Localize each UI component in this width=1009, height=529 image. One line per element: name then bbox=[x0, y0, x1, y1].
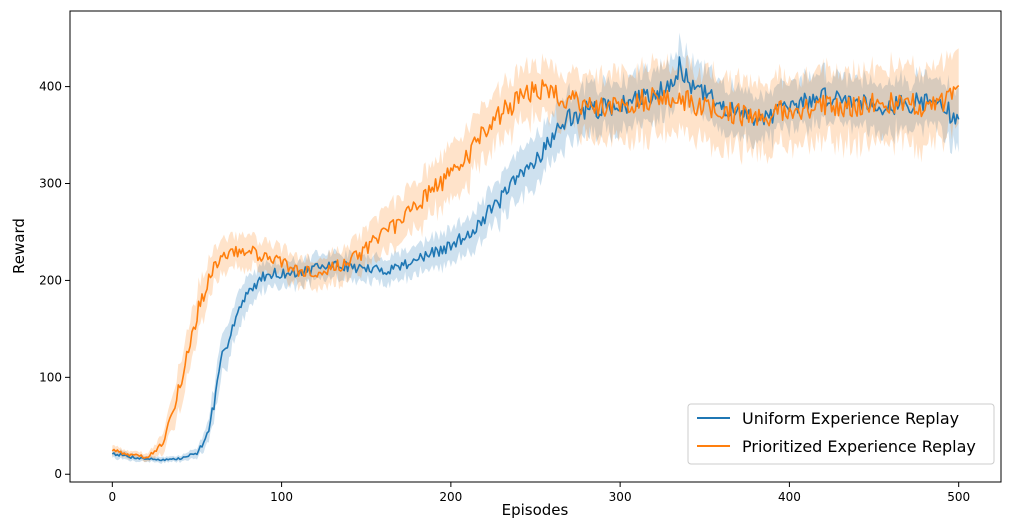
x-tick-label: 400 bbox=[778, 490, 801, 504]
x-axis: 0 100 200 300 400 500 bbox=[108, 482, 970, 504]
x-tick-label: 300 bbox=[609, 490, 632, 504]
series-line-prioritized bbox=[111, 79, 960, 459]
y-axis: 0 100 200 300 400 bbox=[39, 80, 70, 481]
confidence-bands bbox=[112, 32, 959, 464]
legend: Uniform Experience Replay Prioritized Ex… bbox=[687, 403, 995, 465]
legend-label-prioritized: Prioritized Experience Replay bbox=[742, 437, 976, 456]
x-tick-label: 0 bbox=[108, 490, 116, 504]
legend-frame bbox=[687, 403, 995, 465]
series-line-uniform bbox=[111, 56, 960, 462]
legend-label-uniform: Uniform Experience Replay bbox=[742, 409, 959, 428]
band-uniform bbox=[112, 32, 959, 464]
band-prioritized bbox=[112, 48, 959, 463]
x-axis-label: Episodes bbox=[502, 501, 569, 519]
x-tick-label: 100 bbox=[270, 490, 293, 504]
plot-area-frame bbox=[69, 10, 1002, 483]
x-tick-label: 200 bbox=[439, 490, 462, 504]
x-tick-label: 500 bbox=[947, 490, 970, 504]
y-tick-label: 0 bbox=[54, 467, 62, 481]
y-axis-label: Reward bbox=[10, 218, 28, 274]
series-lines bbox=[111, 56, 960, 462]
y-tick-label: 300 bbox=[39, 177, 62, 191]
y-tick-label: 400 bbox=[39, 80, 62, 94]
y-tick-label: 200 bbox=[39, 273, 62, 287]
y-tick-label: 100 bbox=[39, 370, 62, 384]
